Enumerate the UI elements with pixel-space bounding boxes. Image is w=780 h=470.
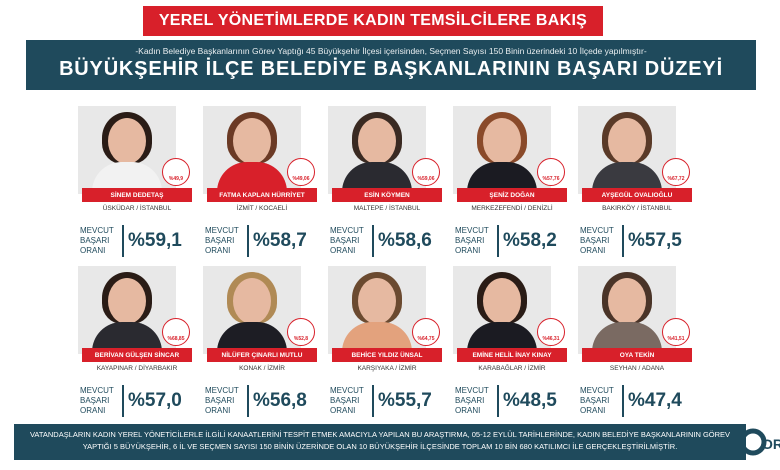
score-divider xyxy=(122,225,124,257)
mayor-card: %67,72 AYŞEGÜL OVALIOĞLU BAKIRKÖY / İSTA… xyxy=(578,106,696,274)
score-divider xyxy=(497,225,499,257)
score-row: MEVCUT BAŞARI ORANI %58,2 xyxy=(453,222,571,260)
mayor-location: MALTEPE / İSTANBUL xyxy=(353,205,421,212)
logo-text: OR xyxy=(762,436,780,452)
mayor-card: %46,31 EMİNE HELİL İNAY KINAY KARABAĞLAR… xyxy=(453,266,571,434)
score-row: MEVCUT BAŞARI ORANI %48,5 xyxy=(453,382,571,420)
previous-vote-badge: %49,06 xyxy=(287,158,315,186)
score-label: MEVCUT BAŞARI ORANI xyxy=(455,226,489,255)
score-label: MEVCUT BAŞARI ORANI xyxy=(580,226,614,255)
score-label: MEVCUT BAŞARI ORANI xyxy=(80,386,114,415)
score-row: MEVCUT BAŞARI ORANI %57,0 xyxy=(78,382,196,420)
score-divider xyxy=(622,385,624,417)
mayor-photo xyxy=(78,266,176,354)
score-value: %47,4 xyxy=(628,390,682,411)
score-row: MEVCUT BAŞARI ORANI %57,5 xyxy=(578,222,696,260)
score-value: %57,5 xyxy=(628,230,682,251)
mayor-photo xyxy=(328,266,426,354)
score-divider xyxy=(622,225,624,257)
mayor-card: %49,06 FATMA KAPLAN HÜRRİYET İZMİT / KOC… xyxy=(203,106,321,274)
mayor-location: ÜSKÜDAR / İSTANBUL xyxy=(102,205,172,212)
header-subtitle: -Kadın Belediye Başkanlarının Görev Yapt… xyxy=(135,46,647,56)
score-divider xyxy=(122,385,124,417)
mayor-location: İZMİT / KOCAELİ xyxy=(236,205,288,212)
score-value: %58,2 xyxy=(503,230,557,251)
mayor-card: %57,76 ŞENİZ DOĞAN MERKEZEFENDİ / DENİZL… xyxy=(453,106,571,274)
mayor-location: KARŞIYAKA / İZMİR xyxy=(357,365,417,372)
top-banner: YEREL YÖNETİMLERDE KADIN TEMSİLCİLERE BA… xyxy=(143,6,603,36)
score-label: MEVCUT BAŞARI ORANI xyxy=(580,386,614,415)
score-label: MEVCUT BAŞARI ORANI xyxy=(205,386,239,415)
mayor-card: %49,9 SİNEM DEDETAŞ ÜSKÜDAR / İSTANBUL M… xyxy=(78,106,196,274)
score-value: %57,0 xyxy=(128,390,182,411)
previous-vote-badge: %46,31 xyxy=(537,318,565,346)
mayor-name: SİNEM DEDETAŞ xyxy=(82,188,192,202)
score-value: %59,1 xyxy=(128,230,182,251)
mayor-name: BERİVAN GÜLŞEN SİNCAR xyxy=(82,348,192,362)
mayor-card: %52,8 NİLÜFER ÇINARLI MUTLU KONAK / İZMİ… xyxy=(203,266,321,434)
mayor-name: FATMA KAPLAN HÜRRİYET xyxy=(207,188,317,202)
score-label: MEVCUT BAŞARI ORANI xyxy=(80,226,114,255)
mayor-location: BAKIRKÖY / İSTANBUL xyxy=(602,205,672,212)
previous-vote-badge: %52,8 xyxy=(287,318,315,346)
mayor-photo xyxy=(328,106,426,194)
mayor-card: %68,85 BERİVAN GÜLŞEN SİNCAR KAYAPINAR /… xyxy=(78,266,196,434)
score-label: MEVCUT BAŞARI ORANI xyxy=(330,226,364,255)
score-value: %48,5 xyxy=(503,390,557,411)
mayor-photo xyxy=(578,266,676,354)
score-value: %58,6 xyxy=(378,230,432,251)
mayor-card: %59,06 ESİN KÖYMEN MALTEPE / İSTANBUL ME… xyxy=(328,106,446,274)
mayor-name: OYA TEKİN xyxy=(582,348,692,362)
mayor-location: MERKEZEFENDİ / DENİZLİ xyxy=(471,205,553,212)
mayor-name: EMİNE HELİL İNAY KINAY xyxy=(457,348,567,362)
score-row: MEVCUT BAŞARI ORANI %59,1 xyxy=(78,222,196,260)
header-title: BÜYÜKŞEHİR İLÇE BELEDİYE BAŞKANLARININ B… xyxy=(59,58,723,80)
previous-vote-badge: %68,85 xyxy=(162,318,190,346)
mayor-name: AYŞEGÜL OVALIOĞLU xyxy=(582,188,692,202)
score-row: MEVCUT BAŞARI ORANI %58,6 xyxy=(328,222,446,260)
previous-vote-badge: %59,06 xyxy=(412,158,440,186)
header-panel: -Kadın Belediye Başkanlarının Görev Yapt… xyxy=(26,40,756,90)
previous-vote-badge: %41,51 xyxy=(662,318,690,346)
previous-vote-badge: %57,76 xyxy=(537,158,565,186)
mayor-location: SEYHAN / ADANA xyxy=(609,365,665,372)
mayor-photo xyxy=(203,106,301,194)
mayor-name: ESİN KÖYMEN xyxy=(332,188,442,202)
score-divider xyxy=(247,225,249,257)
brand-logo: OR xyxy=(740,428,780,456)
score-divider xyxy=(497,385,499,417)
mayor-name: ŞENİZ DOĞAN xyxy=(457,188,567,202)
score-divider xyxy=(372,225,374,257)
score-row: MEVCUT BAŞARI ORANI %47,4 xyxy=(578,382,696,420)
mayor-photo xyxy=(203,266,301,354)
score-divider xyxy=(372,385,374,417)
score-label: MEVCUT BAŞARI ORANI xyxy=(455,386,489,415)
mayor-name: BEHİCE YILDIZ ÜNSAL xyxy=(332,348,442,362)
mayor-card: %64,75 BEHİCE YILDIZ ÜNSAL KARŞIYAKA / İ… xyxy=(328,266,446,434)
mayor-location: KAYAPINAR / DİYARBAKIR xyxy=(96,365,178,372)
mayor-photo xyxy=(453,106,551,194)
mayor-photo xyxy=(578,106,676,194)
mayor-name: NİLÜFER ÇINARLI MUTLU xyxy=(207,348,317,362)
score-value: %58,7 xyxy=(253,230,307,251)
footer-note: VATANDAŞLARIN KADIN YEREL YÖNETİCİLERLE … xyxy=(14,424,746,460)
score-row: MEVCUT BAŞARI ORANI %55,7 xyxy=(328,382,446,420)
score-value: %55,7 xyxy=(378,390,432,411)
mayor-location: KARABAĞLAR / İZMİR xyxy=(478,365,546,372)
mayor-card: %41,51 OYA TEKİN SEYHAN / ADANA MEVCUT B… xyxy=(578,266,696,434)
previous-vote-badge: %49,9 xyxy=(162,158,190,186)
score-label: MEVCUT BAŞARI ORANI xyxy=(330,386,364,415)
mayor-location: KONAK / İZMİR xyxy=(239,365,285,372)
mayor-photo xyxy=(453,266,551,354)
mayor-photo xyxy=(78,106,176,194)
score-divider xyxy=(247,385,249,417)
previous-vote-badge: %67,72 xyxy=(662,158,690,186)
score-row: MEVCUT BAŞARI ORANI %58,7 xyxy=(203,222,321,260)
score-label: MEVCUT BAŞARI ORANI xyxy=(205,226,239,255)
score-row: MEVCUT BAŞARI ORANI %56,8 xyxy=(203,382,321,420)
score-value: %56,8 xyxy=(253,390,307,411)
previous-vote-badge: %64,75 xyxy=(412,318,440,346)
